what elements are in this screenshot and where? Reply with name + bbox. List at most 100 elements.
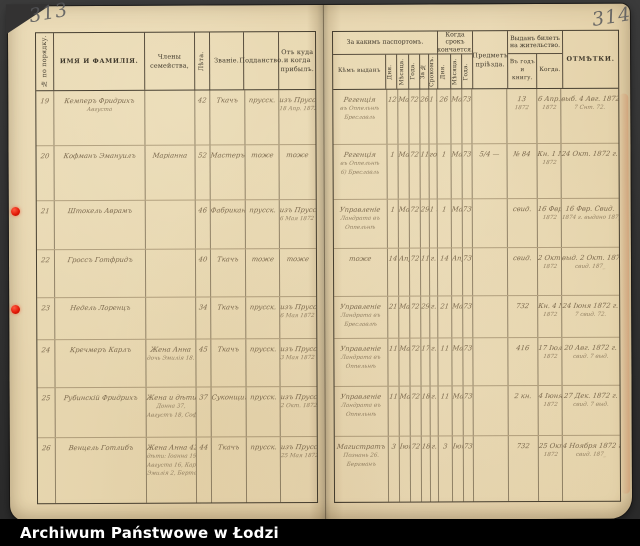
cell-num: 24 <box>37 340 56 388</box>
col-header-age: Лѣта. <box>194 32 210 90</box>
cell-issued_by: Регенція въ Оппельнѣ Бреславль <box>333 89 388 144</box>
cell-month: Мая <box>398 338 411 386</box>
cell-end_day: 11 <box>438 386 453 436</box>
red-marker-dot <box>11 305 20 314</box>
cell-num: 20 <box>36 146 55 201</box>
sub-col-header: Мѣсяца. <box>397 54 410 89</box>
cell-notes: выб. 4 Авг. 1872 г.7 Снт. 72. <box>561 94 619 112</box>
table-row: Управленіе Ландрата въ Бреславлѣ 21 Мая 72 297… <box>334 295 620 339</box>
cell-term: г. <box>431 436 440 502</box>
left-page-table: № по порядку. ИМЯ И ФАМИЛІЯ. Члены семей… <box>34 31 319 505</box>
table-row: 22 Гроссъ Готфридъ 40 Ткачъ тоже тоже <box>36 249 317 299</box>
cell-age: 42 <box>195 90 211 145</box>
table-row: Управленіе Ландрата въ Оппельнѣ 11 Мая 72 170 г… <box>334 337 620 387</box>
table-row: Управленіе Ландрата въ Оппельнѣ 11 Мая 72 188 г… <box>334 385 620 437</box>
cell-name: Гроссъ Готфридъ <box>54 249 147 298</box>
sub-col-header: Дня. <box>438 54 452 89</box>
cell-notes: 24 Іюня 1872 г. 7 свид. 72. <box>562 301 620 319</box>
cell-year: 72 <box>410 199 422 248</box>
cell-day: 1 <box>387 199 399 248</box>
archive-caption-text: Archiwum Państwowe w Łodzi <box>20 523 279 542</box>
cell-end_year: 73 <box>463 248 474 296</box>
cell-num: 21 <box>36 201 55 250</box>
cell-purpose: 5/4 — <box>472 144 508 199</box>
cell-end_day: 3 <box>439 436 454 502</box>
cell-month: Мая <box>398 296 411 338</box>
cell-citizenship: прусск. <box>245 339 281 387</box>
cell-end_day: 11 <box>438 338 453 386</box>
cell-notes: 4 Ноября 1872 г. свид. 187_ <box>563 441 621 459</box>
col-header-purpose: Предметъ пріѣзда. <box>472 31 509 89</box>
cell-issued_by: Управленіе Ландрата въ Оппельнѣ <box>334 386 389 436</box>
cell-ticket: 2 кн. <box>508 386 539 436</box>
col-header-citizenship: Подданство. <box>239 32 284 90</box>
cell-end_month: Мая <box>452 338 464 386</box>
cell-year: 72 <box>411 436 423 502</box>
cell-end_day: 21 <box>438 296 453 338</box>
cell-purpose <box>473 296 509 338</box>
cell-purpose <box>472 248 508 296</box>
cell-end_month: Мая <box>451 89 463 144</box>
cell-end_year: 73 <box>463 436 475 502</box>
cell-ticket: 732 <box>508 436 539 502</box>
cell-issued_by: Управленіе Ландрата въ Оппельнѣ <box>334 338 389 386</box>
cell-citizenship: прусск. <box>245 297 281 339</box>
cell-rank: Ткачъ <box>211 339 247 387</box>
cell-when: 25 Окт. 1872 <box>538 435 564 502</box>
cell-no: 117 <box>421 248 431 296</box>
cell-end_month: Мая <box>452 386 464 436</box>
sub-col-header: Года. <box>463 62 470 81</box>
cell-notes: 27 Дек. 1872 г. свид. 7 выд. <box>563 391 619 409</box>
table-row: 26 Венцель Готлибъ Жена Анна 42, дѣти: Іоан… <box>37 437 317 504</box>
table-row: тоже 14 Апр. 72 117 г. 14 Апр. 73 свид. 2 Окт. 1872… <box>333 247 620 297</box>
cell-end_year: 73 <box>462 144 473 199</box>
cell-year: 72 <box>410 296 422 338</box>
cell-no: 188 <box>421 386 432 436</box>
cell-rank: Мастеръ <box>210 145 246 200</box>
cell-day: 11 <box>387 338 400 386</box>
right-table-header: За какимъ паспортомъ. Кѣмъ выданъ Дня. Мѣс… <box>332 30 619 90</box>
cell-age: 52 <box>195 145 211 200</box>
cell-purpose <box>473 386 509 436</box>
sub-col-header: Кѣмъ выданъ <box>333 54 387 89</box>
cell-month: Іюня <box>399 436 412 502</box>
cell-end_month: Апр. <box>452 248 464 296</box>
cell-day: 1 <box>387 144 399 199</box>
cell-end_year: 73 <box>463 386 474 436</box>
group-passport-label: За какимъ паспортомъ. <box>332 31 438 55</box>
cell-members <box>145 90 196 145</box>
cell-members: Жена Анна дочь Эмилія 18. <box>146 339 197 387</box>
cell-when: 17 Іюля 1872 <box>537 337 563 386</box>
cell-ticket: 416 <box>508 338 539 386</box>
col-header-members: Члены семейства, <box>145 32 195 90</box>
cell-citizenship: прусск. <box>246 437 282 503</box>
cell-purpose <box>472 199 508 248</box>
cell-notes: 24 Окт. 1872 г. <box>561 149 619 158</box>
cell-members <box>146 249 197 297</box>
right-page-table: За какимъ паспортомъ. Кѣмъ выданъ Дня. Мѣс… <box>331 29 622 503</box>
cell-term: год. <box>429 144 438 199</box>
cell-age: 40 <box>195 249 211 297</box>
table-row: 21 Штокель Аврамъ 46 Фабрикантъ прусск. изъ П… <box>36 200 316 251</box>
cell-term: 1 г. <box>430 199 439 248</box>
cell-month: Апр. <box>398 248 411 296</box>
group-ticket: Выданъ билетъ на жительство. Въ годъ и к… <box>507 30 564 89</box>
cell-citizenship: тоже <box>244 145 280 200</box>
red-marker-dot <box>11 207 20 216</box>
cell-name: Кофманъ Эмануилъ <box>54 145 146 201</box>
left-table-header: № по порядку. ИМЯ И ФАМИЛІЯ. Члены семей… <box>35 32 316 92</box>
cell-end_day: 1 <box>437 199 453 248</box>
cell-end_month: Мая <box>452 296 464 338</box>
cell-end_month: Мая <box>451 199 464 248</box>
cell-num: 25 <box>37 388 56 438</box>
archive-caption-bar: Archiwum Państwowe w Łodzi <box>0 519 640 546</box>
cell-ticket: свид. <box>507 199 538 248</box>
cell-num: 19 <box>36 91 55 146</box>
cell-num: 26 <box>37 438 56 504</box>
cell-num: 23 <box>37 298 56 340</box>
cell-name: Недель Лоренцъ <box>55 297 147 340</box>
cell-rank: Фабрикантъ <box>210 200 246 249</box>
col-header-name: ИМЯ И ФАМИЛІЯ. <box>53 32 146 91</box>
table-row: 25 Рубинскій Фридрихъ Жена и дѣти: Донна 37… <box>37 387 317 439</box>
